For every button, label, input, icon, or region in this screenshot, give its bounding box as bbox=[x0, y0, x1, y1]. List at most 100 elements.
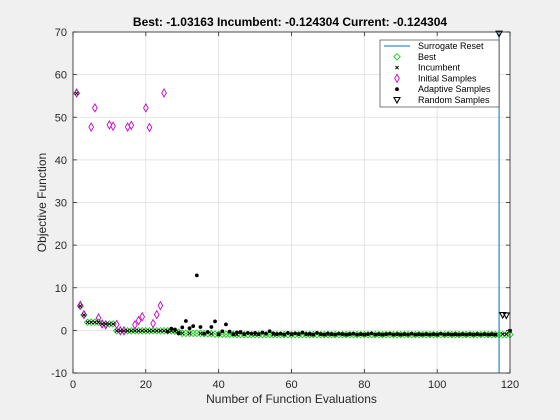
adaptive-point bbox=[384, 332, 389, 337]
adaptive-point bbox=[264, 331, 268, 336]
incumbent-point bbox=[234, 332, 239, 337]
adaptive-point bbox=[202, 331, 207, 336]
adaptive-point bbox=[377, 332, 381, 337]
x-tick-label: 120 bbox=[501, 379, 519, 391]
adaptive-point bbox=[464, 332, 469, 337]
adaptive-point bbox=[409, 331, 414, 336]
adaptive-point bbox=[307, 331, 312, 336]
x-ticks: 0 20 40 60 80 100 120 bbox=[70, 32, 519, 391]
initial-point bbox=[113, 319, 120, 330]
x-tick-label: 80 bbox=[358, 379, 370, 391]
x-tick-label: 20 bbox=[140, 379, 152, 391]
y-tick-label: 40 bbox=[55, 155, 67, 167]
incumbent-point bbox=[103, 322, 108, 326]
adaptive-point bbox=[238, 330, 243, 334]
adaptive-point bbox=[406, 332, 410, 337]
adaptive-point bbox=[224, 322, 228, 327]
adaptive-point bbox=[482, 332, 487, 337]
adaptive-point bbox=[446, 332, 450, 337]
x-tick-label: 0 bbox=[70, 379, 76, 391]
adaptive-point bbox=[260, 330, 265, 335]
incumbent-point bbox=[85, 320, 90, 325]
best-point bbox=[214, 330, 223, 338]
incumbent-point bbox=[107, 322, 112, 326]
chart-title: Best: -1.03163 Incumbent: -0.124304 Curr… bbox=[133, 15, 447, 29]
incumbent-point bbox=[253, 332, 258, 337]
incumbent-point bbox=[125, 328, 130, 333]
incumbent-point bbox=[453, 332, 458, 337]
initial-point bbox=[143, 102, 149, 113]
x-tick-label: 60 bbox=[285, 379, 297, 391]
incumbent-point bbox=[122, 328, 126, 333]
adaptive-point bbox=[478, 332, 483, 337]
y-tick-label: 20 bbox=[55, 240, 67, 252]
adaptive-point bbox=[249, 331, 254, 336]
incumbent-point bbox=[180, 331, 185, 336]
y-tick-label: 0 bbox=[61, 325, 67, 337]
incumbent-point bbox=[216, 332, 221, 337]
incumbent-point bbox=[362, 332, 367, 337]
incumbent-point bbox=[89, 320, 94, 325]
adaptive-point bbox=[278, 331, 283, 336]
incumbent-point bbox=[162, 328, 166, 333]
adaptive-point bbox=[209, 325, 214, 329]
adaptive-point bbox=[322, 332, 327, 337]
incumbent-point bbox=[344, 332, 349, 337]
adaptive-point bbox=[438, 331, 443, 336]
incumbent-point bbox=[74, 91, 79, 96]
incumbent-point bbox=[111, 322, 115, 326]
adaptive-point bbox=[267, 329, 272, 334]
adaptive-point bbox=[395, 332, 400, 337]
best-point bbox=[222, 330, 230, 338]
incumbent-point bbox=[165, 328, 170, 333]
best-point bbox=[185, 329, 194, 338]
random-point bbox=[495, 30, 504, 38]
adaptive-point bbox=[282, 332, 287, 337]
legend-swatch-incumbent bbox=[395, 65, 399, 70]
adaptive-point bbox=[205, 330, 210, 334]
incumbent-point bbox=[154, 328, 159, 333]
adaptive-point bbox=[227, 329, 232, 334]
adaptive-point bbox=[220, 329, 225, 334]
y-tick-label: 70 bbox=[55, 27, 67, 39]
adaptive-point bbox=[369, 331, 374, 336]
initial-point bbox=[146, 122, 153, 133]
adaptive-point bbox=[242, 332, 247, 337]
legend-label: Incumbent bbox=[418, 63, 461, 73]
adaptive-point bbox=[486, 332, 491, 337]
adaptive-point bbox=[468, 332, 472, 337]
initial-point bbox=[106, 120, 113, 130]
adaptive-point bbox=[329, 332, 334, 337]
y-tick-label: 60 bbox=[55, 70, 67, 82]
adaptive-point bbox=[275, 332, 279, 337]
initial-point bbox=[132, 319, 138, 330]
incumbent-point bbox=[500, 332, 505, 337]
initial-point bbox=[77, 300, 84, 311]
adaptive-point bbox=[340, 332, 345, 337]
adaptive-point bbox=[449, 332, 454, 337]
adaptive-point bbox=[351, 331, 356, 336]
y-tick-label: 30 bbox=[55, 198, 67, 210]
adaptive-point bbox=[420, 332, 425, 337]
incumbent-point bbox=[198, 331, 203, 336]
adaptive-point bbox=[315, 331, 319, 335]
initial-point bbox=[73, 88, 80, 98]
legend-label: Surrogate Reset bbox=[418, 41, 484, 51]
initial-point bbox=[81, 309, 87, 320]
adaptive-point bbox=[213, 319, 217, 324]
legend-label: Initial Samples bbox=[418, 73, 477, 83]
adaptive-point bbox=[256, 332, 261, 337]
incumbent-point bbox=[151, 328, 156, 333]
legend-swatch-random bbox=[393, 96, 401, 105]
initial-point bbox=[139, 311, 146, 322]
incumbent-point bbox=[187, 331, 192, 336]
adaptive-point bbox=[475, 332, 480, 337]
x-tick-label: 40 bbox=[213, 379, 225, 391]
adaptive-point bbox=[311, 332, 316, 337]
incumbent-point bbox=[489, 332, 494, 337]
incumbent-point bbox=[140, 328, 145, 333]
adaptive-point bbox=[358, 332, 363, 337]
y-tick-label: 10 bbox=[55, 283, 67, 295]
incumbent-point bbox=[114, 328, 119, 333]
adaptive-point bbox=[336, 331, 341, 336]
